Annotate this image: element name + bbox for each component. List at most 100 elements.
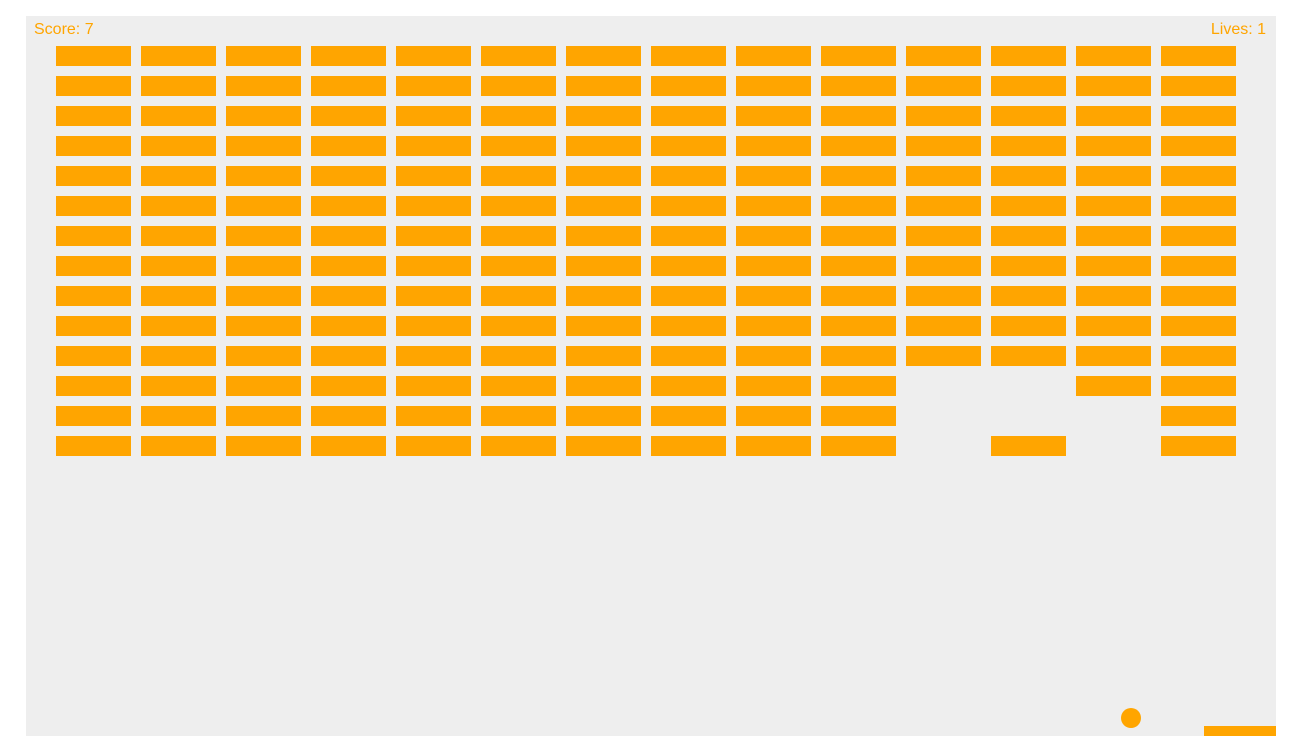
brick bbox=[396, 376, 471, 396]
brick bbox=[481, 376, 556, 396]
brick bbox=[311, 346, 386, 366]
brick bbox=[396, 196, 471, 216]
brick bbox=[906, 226, 981, 246]
brick bbox=[651, 286, 726, 306]
brick bbox=[991, 226, 1066, 246]
brick bbox=[566, 196, 641, 216]
brick bbox=[1161, 376, 1236, 396]
brick bbox=[481, 406, 556, 426]
brick bbox=[566, 166, 641, 186]
brick bbox=[56, 106, 131, 126]
brick bbox=[56, 226, 131, 246]
brick bbox=[481, 106, 556, 126]
brick bbox=[1076, 346, 1151, 366]
brick bbox=[821, 286, 896, 306]
brick bbox=[736, 316, 811, 336]
score-label: Score: 7 bbox=[34, 21, 94, 38]
brick bbox=[481, 76, 556, 96]
brick bbox=[821, 106, 896, 126]
brick bbox=[481, 286, 556, 306]
brick bbox=[311, 316, 386, 336]
brick bbox=[566, 286, 641, 306]
brick bbox=[906, 106, 981, 126]
brick bbox=[906, 256, 981, 276]
brick bbox=[396, 436, 471, 456]
brick bbox=[226, 406, 301, 426]
brick bbox=[226, 376, 301, 396]
brick bbox=[481, 46, 556, 66]
brick bbox=[1076, 106, 1151, 126]
brick bbox=[1076, 376, 1151, 396]
brick bbox=[566, 76, 641, 96]
brick bbox=[481, 256, 556, 276]
brick bbox=[1161, 286, 1236, 306]
brick bbox=[736, 376, 811, 396]
brick bbox=[226, 256, 301, 276]
brick bbox=[311, 166, 386, 186]
brick bbox=[1076, 46, 1151, 66]
brick bbox=[1161, 436, 1236, 456]
brick bbox=[56, 406, 131, 426]
brick bbox=[651, 166, 726, 186]
brick bbox=[821, 196, 896, 216]
brick bbox=[141, 166, 216, 186]
brick bbox=[226, 286, 301, 306]
brick bbox=[566, 46, 641, 66]
brick bbox=[736, 46, 811, 66]
brick bbox=[821, 406, 896, 426]
brick bbox=[651, 196, 726, 216]
brick bbox=[651, 376, 726, 396]
lives-label: Lives: 1 bbox=[1210, 21, 1266, 38]
brick bbox=[1161, 76, 1236, 96]
brick bbox=[141, 406, 216, 426]
brick bbox=[396, 136, 471, 156]
brick bbox=[311, 136, 386, 156]
brick bbox=[1076, 226, 1151, 246]
brick bbox=[821, 76, 896, 96]
brick bbox=[481, 196, 556, 216]
brick bbox=[821, 376, 896, 396]
brick bbox=[991, 46, 1066, 66]
brick bbox=[311, 46, 386, 66]
brick bbox=[736, 346, 811, 366]
brick bbox=[141, 106, 216, 126]
brick bbox=[481, 166, 556, 186]
brick bbox=[481, 136, 556, 156]
brick bbox=[1161, 166, 1236, 186]
brick bbox=[821, 46, 896, 66]
brick bbox=[736, 256, 811, 276]
brick bbox=[56, 256, 131, 276]
brick bbox=[736, 226, 811, 246]
brick bbox=[651, 46, 726, 66]
brick bbox=[226, 196, 301, 216]
brick bbox=[651, 346, 726, 366]
brick bbox=[1161, 406, 1236, 426]
brick bbox=[396, 226, 471, 246]
brick bbox=[141, 256, 216, 276]
brick bbox=[1076, 166, 1151, 186]
brick bbox=[651, 226, 726, 246]
paddle[interactable] bbox=[1204, 726, 1276, 736]
brick bbox=[906, 286, 981, 306]
brick bbox=[991, 256, 1066, 276]
brick bbox=[56, 76, 131, 96]
brick bbox=[481, 226, 556, 246]
brick bbox=[1076, 256, 1151, 276]
brick bbox=[566, 136, 641, 156]
brick bbox=[821, 226, 896, 246]
brick bbox=[1161, 226, 1236, 246]
brick bbox=[566, 256, 641, 276]
brick bbox=[991, 136, 1066, 156]
brick bbox=[1161, 346, 1236, 366]
brick bbox=[736, 196, 811, 216]
brick bbox=[396, 76, 471, 96]
brick bbox=[736, 76, 811, 96]
brick bbox=[566, 226, 641, 246]
brick bbox=[226, 76, 301, 96]
brick bbox=[906, 166, 981, 186]
brick bbox=[141, 196, 216, 216]
brick bbox=[651, 136, 726, 156]
brick bbox=[56, 286, 131, 306]
brick bbox=[736, 406, 811, 426]
brick bbox=[396, 316, 471, 336]
